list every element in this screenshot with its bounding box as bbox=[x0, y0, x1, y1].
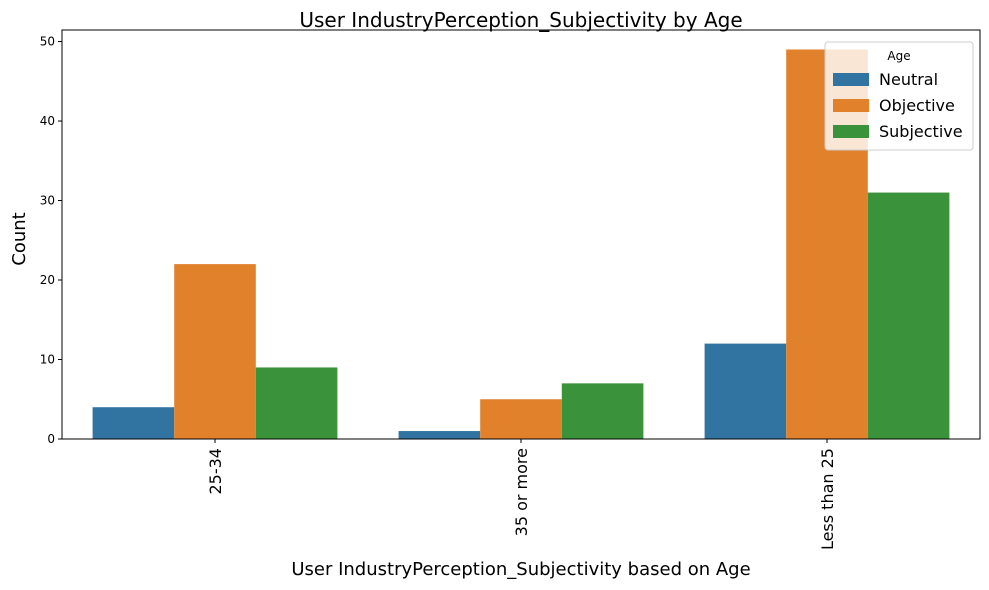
bar-subjective-1 bbox=[255, 367, 338, 439]
y-tick-label: 20 bbox=[40, 273, 55, 287]
legend-label-subjective: Subjective bbox=[879, 122, 963, 141]
legend-label-neutral: Neutral bbox=[879, 70, 938, 89]
bar-subjective-3 bbox=[867, 192, 950, 439]
y-tick-label: 10 bbox=[40, 353, 55, 367]
y-axis-label: Count bbox=[9, 212, 30, 265]
bar-neutral-1 bbox=[92, 407, 175, 439]
legend-swatch-subjective bbox=[833, 125, 869, 138]
x-tick-label: 25-34 bbox=[206, 448, 225, 495]
x-tick-label: Less than 25 bbox=[818, 448, 837, 550]
legend-swatch-objective bbox=[833, 99, 869, 112]
bar-neutral-3 bbox=[704, 343, 787, 439]
legend-label-objective: Objective bbox=[879, 96, 955, 115]
legend: Age Neutral Objective Subjective bbox=[824, 41, 974, 151]
x-tick-label: 35 or more bbox=[512, 448, 531, 536]
y-tick-label: 50 bbox=[40, 35, 55, 49]
bar-subjective-2 bbox=[561, 383, 644, 439]
bars-group bbox=[92, 49, 950, 439]
legend-box bbox=[824, 41, 974, 151]
bar-objective-1 bbox=[174, 264, 256, 439]
chart-title: User IndustryPerception_Subjectivity by … bbox=[299, 8, 742, 32]
legend-swatch-neutral bbox=[833, 73, 869, 86]
x-axis-ticks: 25-34 35 or more Less than 25 bbox=[206, 439, 837, 550]
legend-title: Age bbox=[887, 49, 910, 63]
y-axis-ticks: 0 10 20 30 40 50 bbox=[40, 35, 62, 446]
y-tick-label: 30 bbox=[40, 194, 55, 208]
y-tick-label: 0 bbox=[47, 432, 55, 446]
y-tick-label: 40 bbox=[40, 114, 55, 128]
x-axis-label: User IndustryPerception_Subjectivity bas… bbox=[291, 559, 750, 580]
plot-area-frame bbox=[61, 29, 981, 440]
bar-objective-2 bbox=[480, 399, 562, 439]
bar-neutral-2 bbox=[398, 431, 481, 439]
